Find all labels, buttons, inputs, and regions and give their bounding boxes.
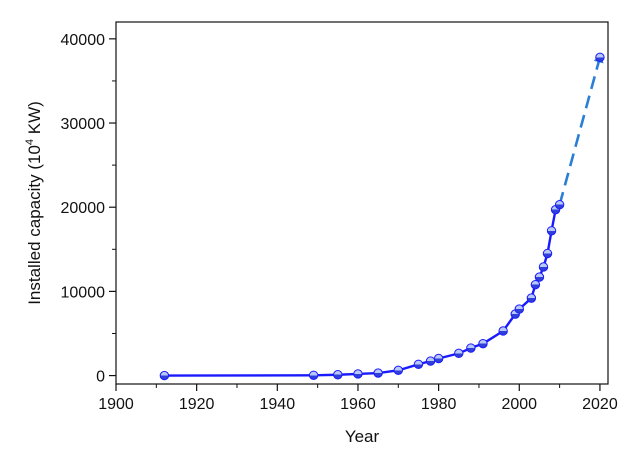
marker-layer bbox=[159, 52, 605, 381]
data-point bbox=[433, 353, 444, 364]
y-axis-title: Installed capacity (104 KW) bbox=[24, 101, 44, 305]
x-tick-label: 1980 bbox=[421, 396, 457, 413]
y-tick-label: 0 bbox=[96, 369, 105, 386]
plot-frame bbox=[115, 21, 609, 385]
x-tick-label: 2000 bbox=[501, 396, 537, 413]
x-tick-label: 2020 bbox=[582, 396, 618, 413]
y-axis: 0 10000 20000 30000 40000 bbox=[61, 32, 116, 386]
data-point bbox=[159, 370, 170, 381]
data-point bbox=[530, 279, 541, 290]
data-point bbox=[333, 370, 343, 380]
y-axis-title-exponent: 4 bbox=[24, 139, 36, 145]
projection-dashed-line bbox=[558, 52, 604, 206]
data-point bbox=[542, 248, 553, 259]
x-axis: 1900 1920 1940 1960 1980 2000 2020 bbox=[98, 384, 618, 413]
x-axis-title: Year bbox=[345, 427, 380, 446]
data-point bbox=[554, 199, 565, 210]
x-tick-label: 1920 bbox=[179, 396, 215, 413]
data-point bbox=[413, 359, 424, 370]
y-axis-title-main: Installed capacity (10 bbox=[25, 145, 44, 305]
data-point bbox=[308, 370, 319, 380]
y-tick-label: 10000 bbox=[61, 284, 106, 301]
data-point bbox=[526, 293, 537, 303]
data-point bbox=[595, 52, 605, 63]
data-point bbox=[373, 368, 383, 378]
data-point bbox=[546, 226, 557, 236]
series-layer bbox=[164, 52, 604, 377]
data-point bbox=[393, 365, 403, 376]
data-point bbox=[466, 343, 476, 353]
data-point bbox=[454, 348, 464, 359]
data-point bbox=[514, 304, 524, 314]
x-tick-label: 1940 bbox=[260, 396, 296, 413]
data-point bbox=[478, 338, 488, 349]
y-tick-label: 20000 bbox=[61, 200, 106, 217]
data-point bbox=[425, 356, 436, 366]
y-tick-label: 40000 bbox=[61, 32, 106, 49]
y-tick-label: 30000 bbox=[61, 116, 106, 133]
y-axis-title-unit: KW) bbox=[25, 101, 44, 139]
data-point bbox=[353, 369, 363, 379]
data-point bbox=[498, 326, 508, 336]
data-point bbox=[538, 262, 549, 272]
data-point bbox=[534, 272, 545, 282]
x-tick-label: 1900 bbox=[98, 396, 134, 413]
x-tick-label: 1960 bbox=[340, 396, 376, 413]
history-line bbox=[164, 203, 561, 377]
